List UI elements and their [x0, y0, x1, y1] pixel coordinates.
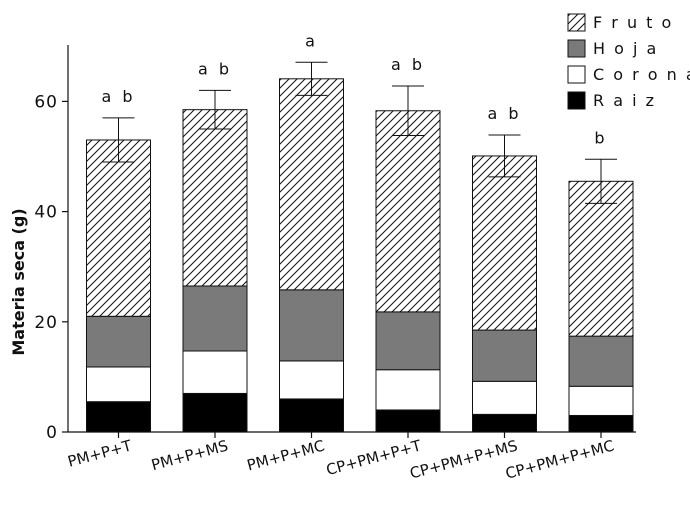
bar-segment-raiz	[375, 409, 441, 433]
bar-segment-hoja	[279, 289, 344, 362]
bar-segment-corona	[182, 350, 248, 394]
significance-label: a b	[101, 87, 135, 106]
bar-segment-raiz	[86, 401, 151, 433]
bar-segment-fruto	[472, 155, 537, 331]
category-label: PM+P+T	[66, 436, 135, 471]
bar-segment-fruto	[568, 180, 634, 337]
bar-segment-raiz	[182, 392, 248, 433]
category-label: PM+P+MS	[149, 436, 230, 474]
bar-segment-corona	[279, 360, 344, 400]
legend-label-fruto: F r u t o	[593, 13, 673, 32]
y-tick-label: 0	[46, 423, 58, 443]
bar-segment-corona	[472, 380, 537, 415]
bar-segment-hoja	[375, 311, 441, 371]
legend-label-corona: C o r o n a	[593, 65, 690, 84]
y-axis-title: Materia seca (g)	[9, 208, 28, 355]
y-tick-label: 60	[34, 92, 58, 112]
bar-segment-hoja	[86, 315, 151, 368]
bar-segment-fruto	[375, 110, 441, 313]
bar-segment-corona	[86, 366, 151, 403]
significance-label: a b	[391, 55, 425, 74]
category-label: CP+PM+P+MC	[503, 436, 616, 482]
category-label: CP+PM+P+MS	[408, 436, 520, 482]
legend-swatch-hoja	[567, 39, 586, 58]
significance-label: a b	[487, 104, 521, 123]
legend-swatch-corona	[567, 65, 586, 84]
y-tick-label: 40	[34, 203, 58, 223]
y-tick-label: 20	[34, 313, 58, 333]
bar-segment-hoja	[472, 329, 537, 382]
bar-segment-fruto	[279, 78, 344, 291]
bar-segment-corona	[568, 385, 634, 416]
bar-segment-raiz	[279, 398, 344, 433]
bar-segment-hoja	[568, 335, 634, 387]
significance-label: b	[594, 128, 607, 147]
legend-swatch-fruto	[567, 13, 586, 32]
bar-segment-corona	[375, 369, 441, 411]
significance-label: a	[305, 31, 318, 50]
legend-label-raiz: R a i z	[593, 91, 656, 110]
category-label: PM+P+MC	[245, 436, 327, 474]
legend-swatch-raiz	[567, 91, 586, 110]
bar-segment-fruto	[86, 139, 151, 317]
legend-label-hoja: H o j a	[593, 39, 658, 58]
bar-segment-hoja	[182, 285, 248, 352]
bar-segment-fruto	[182, 109, 248, 287]
bar-segment-raiz	[568, 414, 634, 433]
bar-segment-raiz	[472, 413, 537, 433]
category-label: CP+PM+P+T	[324, 436, 424, 479]
significance-label: a b	[198, 59, 232, 78]
